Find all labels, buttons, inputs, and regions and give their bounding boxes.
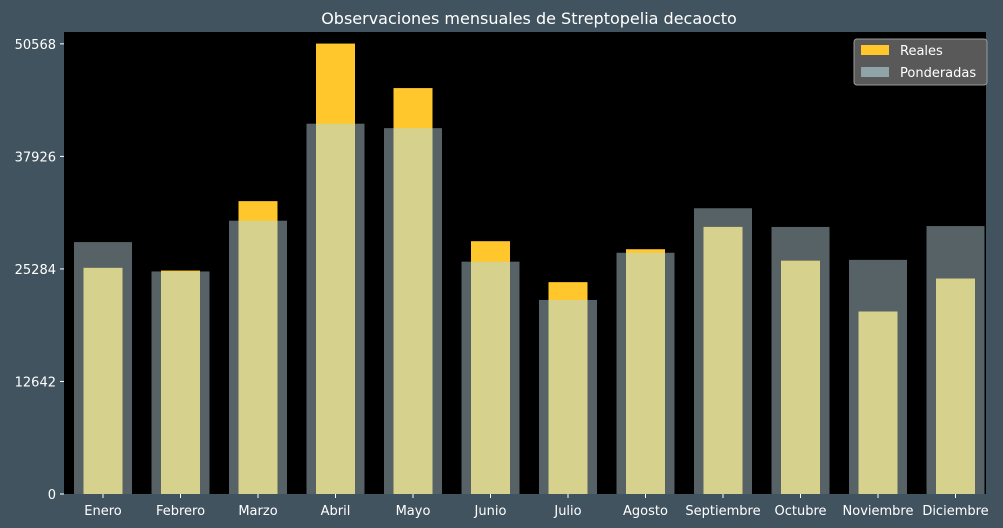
plot-area — [64, 32, 986, 494]
y-tick-label: 50568 — [15, 38, 56, 53]
legend-swatch-reales — [861, 45, 889, 55]
x-tick-label-febrero: Febrero — [156, 504, 205, 519]
legend-label-reales: Reales — [900, 44, 943, 59]
y-axis: 0 12642 25284 37926 50568 — [15, 38, 64, 503]
x-tick-label-octubre: Octubre — [774, 504, 826, 519]
legend-label-ponderadas: Ponderadas — [900, 66, 976, 81]
chart-title: Observaciones mensuales de Streptopelia … — [321, 9, 737, 28]
x-tick-label-marzo: Marzo — [238, 504, 277, 519]
legend: Reales Ponderadas — [853, 38, 988, 86]
bar-overlap-diciembre — [936, 278, 975, 494]
bar-overlap-abril — [316, 123, 355, 494]
bar-overlap-septiembre — [703, 226, 743, 494]
bar-overlap-junio — [471, 261, 510, 494]
bar-overlap-mayo — [393, 128, 433, 494]
overlap-series — [83, 123, 975, 494]
x-tick-label-noviembre: Noviembre — [843, 504, 914, 519]
bar-overlap-noviembre — [858, 311, 898, 494]
x-tick-label-julio: Julio — [553, 504, 581, 519]
bar-overlap-marzo — [238, 220, 278, 494]
legend-swatch-ponderadas — [861, 67, 889, 77]
x-tick-label-abril: Abril — [321, 504, 351, 519]
y-tick-label: 25284 — [15, 263, 56, 278]
bar-overlap-octubre — [781, 260, 820, 494]
bar-overlap-agosto — [626, 252, 665, 494]
x-tick-label-enero: Enero — [84, 504, 122, 519]
y-tick-label: 37926 — [15, 150, 56, 165]
x-tick-label-diciembre: Diciembre — [922, 504, 988, 519]
x-tick-label-septiembre: Septiembre — [685, 504, 760, 519]
bar-overlap-enero — [83, 267, 123, 494]
bar-overlap-febrero — [161, 271, 200, 494]
y-tick-label: 0 — [48, 488, 56, 503]
x-tick-label-agosto: Agosto — [623, 504, 668, 519]
x-tick-label-junio: Junio — [474, 504, 507, 519]
y-tick-label: 12642 — [15, 375, 56, 390]
x-axis: Enero Febrero Marzo Abril Mayo Junio Julio Agos… — [84, 494, 989, 519]
bar-overlap-julio — [548, 299, 588, 494]
x-tick-label-mayo: Mayo — [396, 504, 431, 519]
